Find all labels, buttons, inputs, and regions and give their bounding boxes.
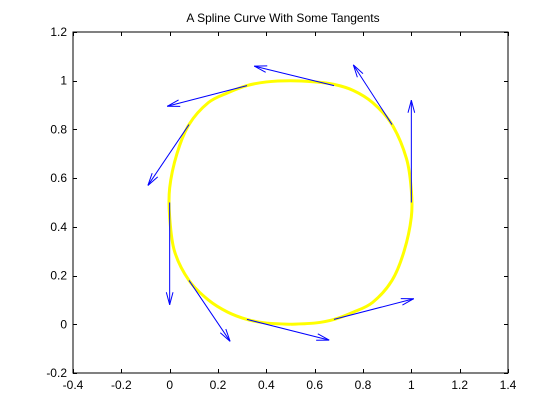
tangent-shaft	[167, 85, 248, 107]
tangent-arrowhead	[407, 100, 412, 113]
tangent-arrowhead	[352, 64, 364, 74]
y-tick-label: 0.8	[50, 122, 67, 136]
x-tick-label: 1.2	[451, 378, 468, 392]
tangent-arrowhead	[147, 173, 153, 186]
tangent-arrowhead	[167, 99, 179, 107]
tangent-arrowhead	[410, 100, 416, 113]
tangent-shaft	[246, 318, 330, 341]
x-tick-label: 0.8	[355, 378, 372, 392]
x-tick-label: 1.4	[500, 378, 517, 392]
y-tick-label: -0.2	[46, 366, 67, 380]
plot-area	[72, 31, 509, 374]
tangent-arrowhead	[352, 64, 358, 78]
y-tick-label: 0	[60, 317, 67, 331]
tangent-arrow	[407, 100, 416, 203]
x-tick-label: 0	[166, 378, 173, 392]
x-tick-label: 0.4	[258, 378, 275, 392]
x-tick-label: -0.4	[63, 378, 84, 392]
x-tick-label: 1	[408, 378, 415, 392]
tangent-arrowhead	[254, 65, 266, 73]
tangent-arrowhead	[219, 332, 231, 342]
tangent-arrowhead	[147, 176, 159, 186]
y-tick-label: 0.4	[50, 220, 67, 234]
tangent-shaft	[352, 64, 393, 125]
tangent-arrow	[188, 280, 231, 342]
tangent-arrows-layer	[147, 64, 416, 342]
tangent-arrow	[246, 318, 330, 341]
tangent-arrowhead	[317, 333, 330, 341]
spline-curve	[167, 79, 414, 326]
tangent-arrow	[165, 202, 174, 305]
spline-curve-layer	[167, 79, 414, 326]
tangent-arrow	[147, 124, 190, 186]
tangent-arrow	[254, 65, 335, 87]
tangent-arrow	[352, 64, 393, 125]
tangent-arrow	[167, 85, 248, 107]
y-tick-label: 1	[60, 74, 67, 88]
y-tick-label: 0.6	[50, 171, 67, 185]
tick-labels: -0.4 -0.2 0 0.2 0.4 0.6 0.8 1 1.2 1.4-0.200.20.40…	[46, 25, 516, 392]
tangent-arrowhead	[165, 292, 171, 305]
chart-title: A Spline Curve With Some Tangents	[186, 11, 379, 25]
y-tick-label: 0.2	[50, 269, 67, 283]
tangent-arrow	[333, 298, 414, 320]
x-tick-label: -0.2	[111, 378, 132, 392]
x-tick-label: 0.2	[210, 378, 227, 392]
tangent-shaft	[147, 124, 190, 186]
tangent-shaft	[333, 298, 414, 320]
tangent-arrowhead	[225, 328, 231, 342]
tangent-arrowhead	[169, 292, 174, 305]
x-tick-label: 0.6	[306, 378, 323, 392]
axis-ticks	[73, 32, 509, 374]
tangent-shaft	[188, 280, 231, 342]
y-tick-label: 1.2	[50, 25, 67, 39]
tangent-arrowhead	[402, 298, 414, 306]
tangent-shaft	[254, 65, 335, 87]
